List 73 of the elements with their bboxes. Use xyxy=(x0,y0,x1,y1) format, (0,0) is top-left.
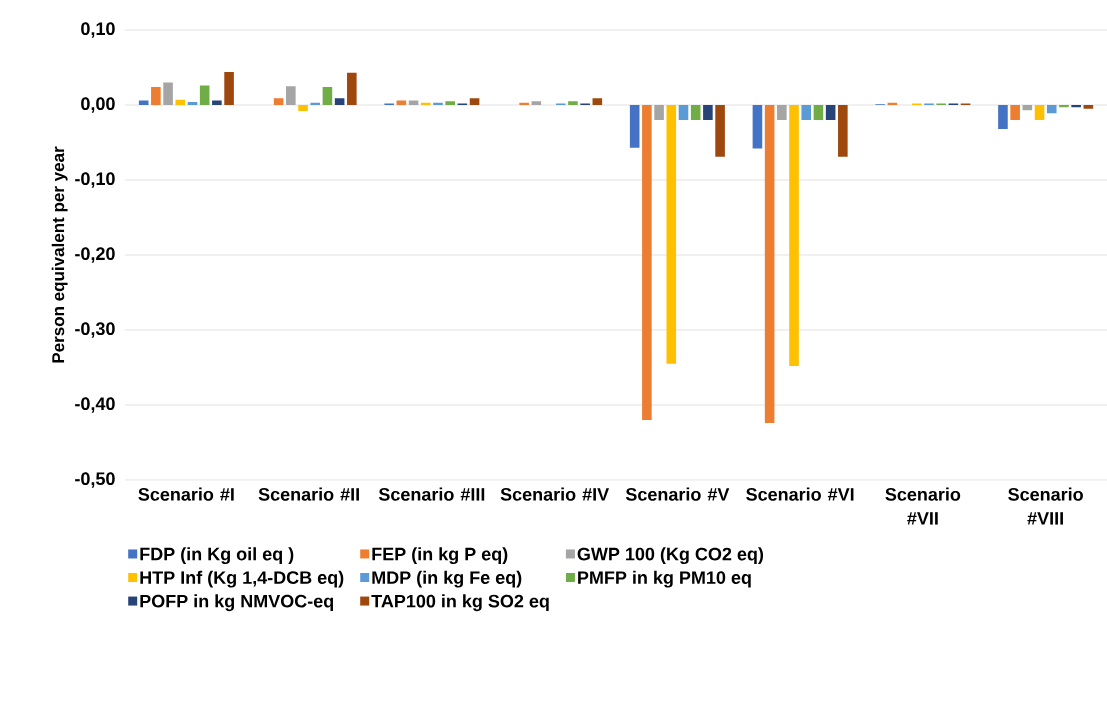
bar xyxy=(666,104,677,364)
bar xyxy=(764,104,775,423)
x-tick-label: Scenario #IV xyxy=(500,487,610,501)
x-tick-label: Scenario #VIII xyxy=(1008,487,1083,525)
bar xyxy=(212,100,222,105)
bar xyxy=(298,104,308,111)
bar xyxy=(838,104,848,157)
bar xyxy=(163,82,173,105)
legend-label: POFP in kg NMVOC-eq xyxy=(140,594,333,612)
bar xyxy=(998,104,1008,129)
bar xyxy=(1071,104,1081,108)
x-tick-label: Scenario #I xyxy=(138,487,234,501)
legend-label: MDP (in kg Fe eq) xyxy=(372,570,522,588)
bar xyxy=(175,99,186,105)
legend-label: PMFP in kg PM10 eq xyxy=(578,570,751,588)
bar xyxy=(825,104,836,120)
bar xyxy=(715,104,725,157)
bar xyxy=(347,72,357,105)
bar xyxy=(642,104,652,420)
bar xyxy=(801,104,812,120)
bar xyxy=(322,87,333,105)
y-tick-label: -0,30 xyxy=(75,322,115,338)
bar xyxy=(187,101,198,105)
bar xyxy=(813,104,824,120)
y-tick-label: -0,40 xyxy=(75,397,115,413)
bar xyxy=(777,104,787,120)
y-tick-label: -0,10 xyxy=(75,172,115,188)
bar xyxy=(531,101,542,105)
bar xyxy=(690,104,701,120)
bar xyxy=(1083,104,1094,109)
bar xyxy=(310,102,321,105)
legend-label: HTP Inf (Kg 1,4-DCB eq) xyxy=(140,570,344,588)
y-axis-title: Person equivalent per year xyxy=(51,146,68,363)
bar xyxy=(396,100,407,105)
bar xyxy=(1046,104,1057,114)
bar xyxy=(420,102,431,105)
bar xyxy=(273,98,284,105)
bar xyxy=(1059,104,1069,108)
bar xyxy=(678,104,689,120)
x-tick-label: Scenario #II xyxy=(258,487,359,501)
bar xyxy=(445,101,455,105)
legend-label: FEP (in kg P eq) xyxy=(372,547,508,565)
bar xyxy=(1034,104,1045,120)
x-tick-label: Scenario #III xyxy=(378,487,485,501)
bar xyxy=(151,87,161,105)
bar xyxy=(433,102,443,105)
legend-label: GWP 100 (Kg CO2 eq) xyxy=(577,547,764,565)
legend-label: TAP100 in kg SO2 eq xyxy=(371,594,549,612)
y-tick-label: -0,50 xyxy=(75,472,115,488)
bar xyxy=(1010,104,1020,120)
bar xyxy=(1022,104,1033,111)
y-tick-label: 0,10 xyxy=(81,22,115,38)
bar xyxy=(752,104,763,149)
x-tick-label: Scenario #VII xyxy=(885,487,961,525)
bar xyxy=(199,85,210,105)
bar xyxy=(703,104,713,120)
bar xyxy=(224,72,234,105)
legend-label: FDP (in Kg oil eq ) xyxy=(140,547,294,565)
bar xyxy=(334,98,345,105)
bar xyxy=(408,100,419,105)
bar xyxy=(629,104,640,148)
bar xyxy=(789,104,799,366)
bar xyxy=(654,104,664,120)
x-tick-label: Scenario #V xyxy=(625,487,730,501)
y-tick-label: 0,00 xyxy=(81,97,115,113)
bar xyxy=(519,102,529,105)
bar xyxy=(592,98,603,105)
x-tick-label: Scenario #VI xyxy=(746,487,854,501)
bar xyxy=(138,100,149,105)
y-tick-label: -0,20 xyxy=(75,247,115,263)
bar xyxy=(469,98,480,105)
bar xyxy=(286,86,296,105)
bar xyxy=(568,101,578,105)
